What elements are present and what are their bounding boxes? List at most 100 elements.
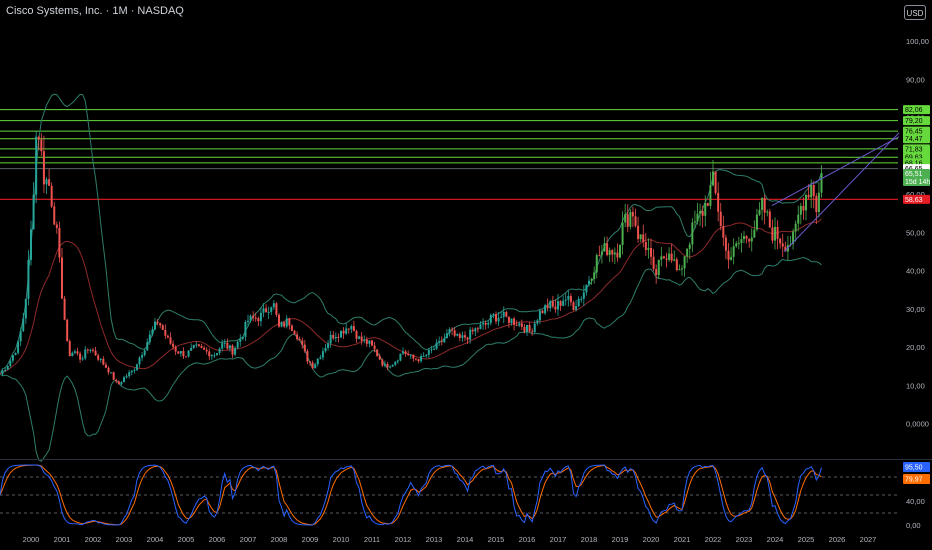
candle-body[interactable] bbox=[73, 351, 76, 353]
candle-body[interactable] bbox=[340, 330, 342, 338]
candle-body[interactable] bbox=[598, 255, 601, 257]
candle-body[interactable] bbox=[758, 209, 761, 215]
candle-body[interactable] bbox=[296, 334, 299, 340]
candle-body[interactable] bbox=[440, 341, 443, 343]
candle-body[interactable] bbox=[520, 323, 523, 327]
candle-body[interactable] bbox=[464, 335, 466, 338]
candle-body[interactable] bbox=[94, 350, 97, 356]
candle-body[interactable] bbox=[280, 322, 283, 327]
candle-body[interactable] bbox=[443, 338, 446, 343]
candle-body[interactable] bbox=[234, 347, 237, 355]
candle-body[interactable] bbox=[497, 317, 500, 322]
candle-body[interactable] bbox=[538, 310, 541, 321]
candle-body[interactable] bbox=[223, 342, 226, 344]
candle-body[interactable] bbox=[27, 259, 30, 299]
candle-body[interactable] bbox=[355, 330, 358, 339]
candle-body[interactable] bbox=[590, 279, 593, 281]
candle-body[interactable] bbox=[802, 205, 805, 211]
candle-body[interactable] bbox=[564, 299, 567, 301]
candle-body[interactable] bbox=[686, 248, 689, 257]
trendline[interactable] bbox=[783, 132, 900, 252]
candle-body[interactable] bbox=[128, 372, 131, 377]
candle-body[interactable] bbox=[784, 246, 787, 252]
candle-body[interactable] bbox=[135, 364, 138, 371]
candle-body[interactable] bbox=[169, 337, 172, 344]
candle-body[interactable] bbox=[92, 349, 94, 351]
candle-body[interactable] bbox=[17, 341, 20, 353]
candle-body[interactable] bbox=[185, 356, 187, 358]
candle-body[interactable] bbox=[360, 336, 363, 341]
candle-body[interactable] bbox=[807, 194, 810, 198]
candle-body[interactable] bbox=[221, 343, 224, 349]
candle-body[interactable] bbox=[352, 326, 355, 331]
candle-body[interactable] bbox=[652, 256, 655, 270]
candle-body[interactable] bbox=[420, 356, 423, 362]
candle-body[interactable] bbox=[722, 226, 725, 238]
candle-body[interactable] bbox=[239, 338, 242, 342]
candle-body[interactable] bbox=[469, 329, 472, 340]
candle-body[interactable] bbox=[820, 173, 823, 193]
candle-body[interactable] bbox=[510, 318, 513, 323]
candle-body[interactable] bbox=[275, 303, 278, 315]
candle-body[interactable] bbox=[112, 372, 115, 380]
candle-body[interactable] bbox=[655, 269, 658, 275]
candle-body[interactable] bbox=[402, 351, 404, 354]
candle-body[interactable] bbox=[502, 311, 505, 317]
candle-body[interactable] bbox=[272, 303, 275, 308]
candle-body[interactable] bbox=[624, 214, 627, 223]
candle-body[interactable] bbox=[781, 243, 784, 247]
candle-body[interactable] bbox=[639, 234, 642, 240]
candle-body[interactable] bbox=[50, 185, 53, 207]
candle-body[interactable] bbox=[482, 322, 485, 325]
candle-body[interactable] bbox=[815, 195, 818, 213]
candle-body[interactable] bbox=[546, 305, 549, 309]
candle-body[interactable] bbox=[433, 348, 435, 350]
candle-body[interactable] bbox=[164, 329, 167, 336]
candle-body[interactable] bbox=[61, 257, 63, 299]
candle-body[interactable] bbox=[30, 229, 32, 260]
candle-body[interactable] bbox=[489, 315, 492, 323]
candle-body[interactable] bbox=[290, 325, 293, 331]
candle-body[interactable] bbox=[226, 342, 229, 349]
candle-body[interactable] bbox=[541, 310, 544, 314]
candle-body[interactable] bbox=[285, 318, 288, 327]
candle-body[interactable] bbox=[45, 179, 48, 185]
candle-body[interactable] bbox=[311, 362, 314, 369]
candle-body[interactable] bbox=[575, 305, 578, 311]
candle-body[interactable] bbox=[422, 355, 425, 357]
candle-body[interactable] bbox=[138, 357, 141, 365]
candle-body[interactable] bbox=[86, 349, 89, 351]
candle-body[interactable] bbox=[35, 136, 38, 195]
candle-body[interactable] bbox=[549, 301, 552, 309]
trendline[interactable] bbox=[771, 136, 900, 207]
candle-body[interactable] bbox=[595, 255, 598, 273]
candle-body[interactable] bbox=[172, 343, 175, 348]
candle-body[interactable] bbox=[213, 355, 216, 357]
candle-body[interactable] bbox=[600, 251, 603, 256]
candle-body[interactable] bbox=[668, 253, 671, 260]
candle-body[interactable] bbox=[771, 227, 774, 241]
candle-body[interactable] bbox=[513, 318, 516, 325]
candle-body[interactable] bbox=[683, 256, 686, 269]
candle-body[interactable] bbox=[523, 326, 526, 332]
candle-body[interactable] bbox=[42, 151, 45, 185]
candle-body[interactable] bbox=[593, 272, 596, 280]
candle-body[interactable] bbox=[22, 318, 25, 332]
candle-body[interactable] bbox=[466, 337, 469, 340]
candle-body[interactable] bbox=[125, 376, 128, 378]
candle-body[interactable] bbox=[345, 328, 348, 334]
candle-body[interactable] bbox=[750, 237, 753, 242]
candle-body[interactable] bbox=[334, 337, 337, 339]
candle-body[interactable] bbox=[562, 300, 565, 306]
candle-body[interactable] bbox=[218, 348, 221, 354]
candle-body[interactable] bbox=[205, 349, 208, 352]
candle-body[interactable] bbox=[371, 340, 373, 346]
candle-body[interactable] bbox=[58, 227, 61, 258]
candle-body[interactable] bbox=[107, 367, 110, 373]
candle-body[interactable] bbox=[495, 314, 497, 322]
candle-body[interactable] bbox=[458, 334, 461, 338]
candle-body[interactable] bbox=[53, 206, 56, 225]
candle-body[interactable] bbox=[776, 226, 779, 239]
candle-body[interactable] bbox=[704, 203, 707, 216]
